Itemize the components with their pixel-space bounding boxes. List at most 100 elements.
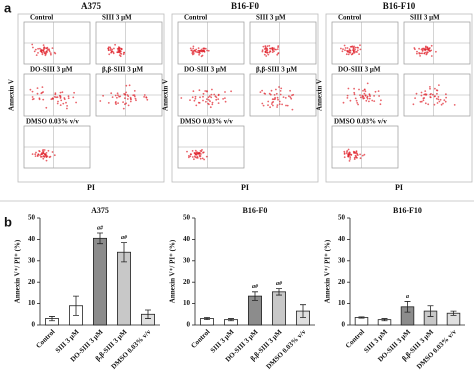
flow-event bbox=[191, 156, 194, 158]
flow-event bbox=[199, 96, 201, 99]
flow-event bbox=[427, 51, 429, 54]
plot-label: SIII 3 μM bbox=[102, 14, 132, 22]
y-tick-label: 50 bbox=[183, 214, 191, 222]
group-title: A375 bbox=[81, 1, 101, 11]
flow-event bbox=[38, 98, 41, 101]
flow-event bbox=[429, 86, 431, 88]
flow-event bbox=[40, 48, 43, 51]
x-tick-label: Control bbox=[34, 328, 56, 350]
panel-label: a bbox=[4, 0, 12, 15]
flow-event bbox=[414, 97, 416, 99]
flow-event bbox=[59, 95, 62, 97]
bar bbox=[271, 291, 286, 326]
error-bar bbox=[358, 316, 365, 319]
flow-event bbox=[51, 151, 54, 153]
y-axis-label: Annexin V⁺/ PI⁺ (%) bbox=[14, 239, 22, 303]
flow-event bbox=[378, 95, 380, 97]
flow-event bbox=[346, 94, 349, 97]
flow-event bbox=[111, 50, 113, 53]
flow-event bbox=[53, 96, 56, 98]
flow-event bbox=[192, 90, 195, 93]
flow-event bbox=[366, 96, 368, 99]
flow-event bbox=[264, 51, 267, 53]
flow-event bbox=[349, 51, 352, 54]
flow-event bbox=[43, 149, 46, 151]
flow-event bbox=[202, 95, 204, 98]
flow-event bbox=[445, 93, 447, 96]
flow-event bbox=[191, 96, 194, 99]
flow-event bbox=[211, 88, 213, 91]
flow-event bbox=[202, 99, 204, 102]
flow-event bbox=[361, 94, 364, 97]
flow-event bbox=[348, 48, 351, 51]
error-bar bbox=[427, 305, 434, 317]
y-tick-label: 40 bbox=[28, 235, 36, 243]
flow-event bbox=[350, 154, 353, 156]
flow-event bbox=[430, 44, 433, 47]
flow-event bbox=[276, 96, 279, 99]
flow-event bbox=[200, 48, 203, 51]
group-frame bbox=[17, 13, 165, 183]
flow-event bbox=[426, 46, 429, 49]
flow-event bbox=[56, 96, 59, 99]
flow-event bbox=[434, 87, 436, 90]
flow-event bbox=[54, 52, 57, 55]
y-tick-label: 40 bbox=[338, 235, 346, 243]
flow-event bbox=[125, 91, 127, 94]
error-bar bbox=[121, 242, 127, 263]
flow-event bbox=[134, 97, 137, 100]
flow-event bbox=[36, 155, 39, 157]
flow-event bbox=[354, 97, 357, 100]
flow-event bbox=[366, 97, 369, 100]
flow-event bbox=[217, 98, 220, 100]
flow-event bbox=[420, 94, 423, 97]
flow-event bbox=[49, 155, 52, 158]
flow-event bbox=[271, 51, 274, 53]
flow-event bbox=[201, 157, 204, 160]
flow-event bbox=[195, 151, 198, 154]
flow-event bbox=[433, 95, 436, 98]
y-axis-label: Annexin V⁺/ PI⁺ (%) bbox=[324, 239, 332, 303]
flow-event bbox=[271, 98, 274, 101]
flow-event bbox=[62, 102, 65, 105]
flow-event bbox=[419, 100, 422, 103]
flow-event bbox=[59, 104, 62, 106]
flow-event bbox=[277, 52, 280, 54]
flow-event bbox=[353, 51, 356, 54]
flow-event bbox=[117, 49, 120, 52]
flow-event bbox=[31, 98, 34, 101]
flow-event bbox=[277, 98, 279, 101]
x-tick-label: DMSO 0.03% v/v bbox=[415, 328, 458, 371]
flow-event bbox=[31, 96, 34, 98]
flow-event bbox=[377, 90, 380, 92]
flow-event bbox=[189, 155, 192, 158]
flow-event bbox=[49, 52, 52, 54]
flow-event bbox=[67, 95, 70, 98]
flow-event bbox=[125, 84, 128, 87]
y-tick-label: 50 bbox=[28, 214, 36, 222]
x-axis-label: PI bbox=[87, 183, 95, 192]
flow-event bbox=[267, 53, 270, 56]
flow-event bbox=[273, 94, 276, 96]
flow-event bbox=[112, 52, 115, 55]
flow-event bbox=[438, 100, 441, 103]
flow-event bbox=[435, 89, 438, 92]
flow-event bbox=[209, 100, 211, 103]
flow-event bbox=[284, 97, 287, 99]
flow-event bbox=[205, 155, 208, 158]
flow-event bbox=[273, 50, 275, 53]
flow-event bbox=[120, 47, 123, 50]
flow-event bbox=[61, 91, 64, 94]
flow-event bbox=[261, 50, 264, 53]
x-tick-label: Control bbox=[344, 328, 366, 350]
y-axis-label: Annexin V bbox=[316, 79, 324, 111]
flow-event bbox=[222, 98, 225, 100]
flow-event bbox=[188, 155, 190, 157]
flow-event bbox=[428, 47, 430, 50]
flow-event bbox=[276, 53, 279, 56]
flow-event bbox=[191, 150, 194, 152]
flow-event bbox=[431, 93, 434, 96]
flow-event bbox=[43, 48, 45, 51]
flow-event bbox=[415, 92, 418, 95]
flow-event bbox=[41, 53, 44, 56]
